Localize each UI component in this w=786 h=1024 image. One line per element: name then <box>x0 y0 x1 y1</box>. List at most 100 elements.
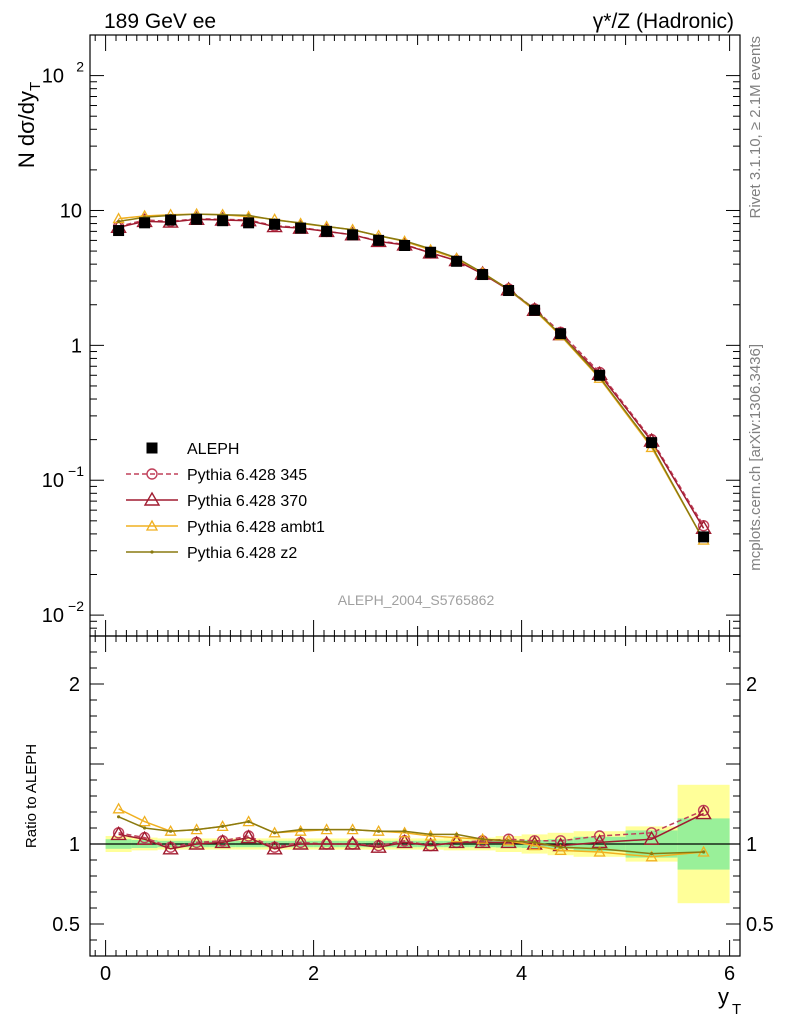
data-point-marker <box>321 225 333 237</box>
data-point-marker <box>217 215 229 227</box>
data-point-marker <box>503 285 515 297</box>
triangle-marker <box>344 835 361 850</box>
triangle-marker <box>110 826 127 841</box>
y-tick-exponent: 2 <box>76 59 84 75</box>
svg-text:T: T <box>732 1001 741 1018</box>
triangle-marker <box>162 840 179 855</box>
data-point-marker <box>646 437 658 449</box>
series-line <box>118 217 705 527</box>
small-triangle-marker <box>145 519 159 531</box>
small-triangle-marker <box>450 831 463 843</box>
data-point-marker <box>269 218 281 230</box>
y-tick-label: 10 <box>42 66 64 88</box>
triangle-marker <box>240 829 257 844</box>
legend-label: Pythia 6.428 ambt1 <box>187 519 325 536</box>
dot-marker <box>702 850 706 854</box>
ratio-y-axis-label: Ratio to ALEPH <box>23 744 40 848</box>
triangle-marker <box>292 835 309 850</box>
dot-marker <box>117 815 121 819</box>
small-triangle-marker <box>398 826 411 838</box>
data-point-marker <box>477 269 489 281</box>
y-tick-label: 10 <box>42 605 64 627</box>
triangle-marker <box>143 491 161 506</box>
dot-marker <box>377 829 381 833</box>
legend: ALEPH Pythia 6.428 345 Pythia 6.428 370 Pyt… <box>126 441 325 562</box>
dot-marker <box>507 839 511 843</box>
dot-marker <box>247 820 251 824</box>
data-point-marker <box>698 531 710 543</box>
ratio-y-tick-label-right: 0.5 <box>746 914 774 936</box>
rivet-version-label: Rivet 3.1.10, ≥ 2.1M events <box>747 36 764 219</box>
legend-label: ALEPH <box>187 441 239 458</box>
analysis-id-label: ALEPH_2004_S5765862 <box>338 592 495 608</box>
legend-entry-p370: Pythia 6.428 370 <box>126 491 307 510</box>
left-title: 189 GeV ee <box>104 10 216 33</box>
triangle-marker <box>643 830 660 845</box>
small-triangle-marker <box>528 839 541 851</box>
data-point-marker <box>555 328 567 340</box>
right-title: γ*/Z (Hadronic) <box>593 10 734 33</box>
data-point-marker <box>373 234 385 246</box>
data-point-marker <box>165 214 177 226</box>
x-tick-label: 2 <box>308 963 319 985</box>
dot-marker <box>117 219 121 223</box>
series-p370 <box>110 210 712 535</box>
x-tick-label: 4 <box>516 963 527 985</box>
ratio-y-tick-label: 0.5 <box>52 914 80 936</box>
data-point-marker <box>529 304 541 316</box>
svg-text:N dσ/dyT: N dσ/dyT <box>14 82 44 168</box>
y-tick-exponent: −1 <box>68 463 84 479</box>
small-triangle-marker <box>554 844 567 856</box>
x-tick-label: 0 <box>100 963 111 985</box>
dot-marker <box>273 831 277 835</box>
data-point-marker <box>451 255 463 267</box>
data-point-marker <box>139 217 151 229</box>
series-line <box>118 213 705 541</box>
ratio-y-tick-label: 2 <box>69 674 80 696</box>
dot-marker <box>143 826 147 830</box>
small-triangle-marker <box>424 829 437 841</box>
small-triangle-marker <box>593 845 606 857</box>
triangle-marker <box>695 805 712 820</box>
series-z2 <box>117 815 706 856</box>
mcplots-reference-label: mcplots.cern.ch [arXiv:1306.3436] <box>747 344 764 571</box>
dot-marker <box>195 828 199 832</box>
dot-marker <box>403 829 407 833</box>
ratio-frame <box>89 635 741 957</box>
small-triangle-marker <box>112 802 125 814</box>
dot-marker <box>559 845 563 849</box>
dot-marker <box>650 852 654 856</box>
triangle-marker <box>318 835 335 850</box>
y-tick-exponent: −2 <box>68 598 84 614</box>
data-point-marker <box>191 213 203 225</box>
dot-marker <box>325 828 329 832</box>
triangle-marker <box>214 834 231 849</box>
dot-marker <box>299 828 303 832</box>
data-point-marker <box>113 225 125 237</box>
ratio-series <box>110 802 712 862</box>
triangle-marker <box>188 835 205 850</box>
dot-marker <box>351 828 355 832</box>
legend-entry-data: ALEPH <box>146 441 239 458</box>
triangle-marker <box>422 837 439 852</box>
y-tick-label: 10 <box>42 470 64 492</box>
data-point-marker <box>146 442 158 454</box>
ratio-y-tick-label-right: 1 <box>746 834 757 856</box>
triangle-marker <box>136 830 153 845</box>
dot-marker <box>533 840 537 845</box>
circle-marker <box>593 830 606 842</box>
dot-marker <box>169 829 173 833</box>
legend-entry-p345: Pythia 6.428 345 <box>126 467 307 484</box>
ratio-y-tick-label: 1 <box>69 834 80 856</box>
dot-marker <box>455 832 459 837</box>
main-y-axis-label: N dσ/dyT <box>14 82 44 168</box>
legend-label: Pythia 6.428 z2 <box>187 545 297 562</box>
data-point-marker <box>243 217 255 229</box>
triangle-marker <box>396 834 413 849</box>
data-point-marker <box>594 369 606 381</box>
series-line <box>118 809 704 848</box>
main-series <box>110 207 712 545</box>
data-point-marker <box>425 246 437 258</box>
